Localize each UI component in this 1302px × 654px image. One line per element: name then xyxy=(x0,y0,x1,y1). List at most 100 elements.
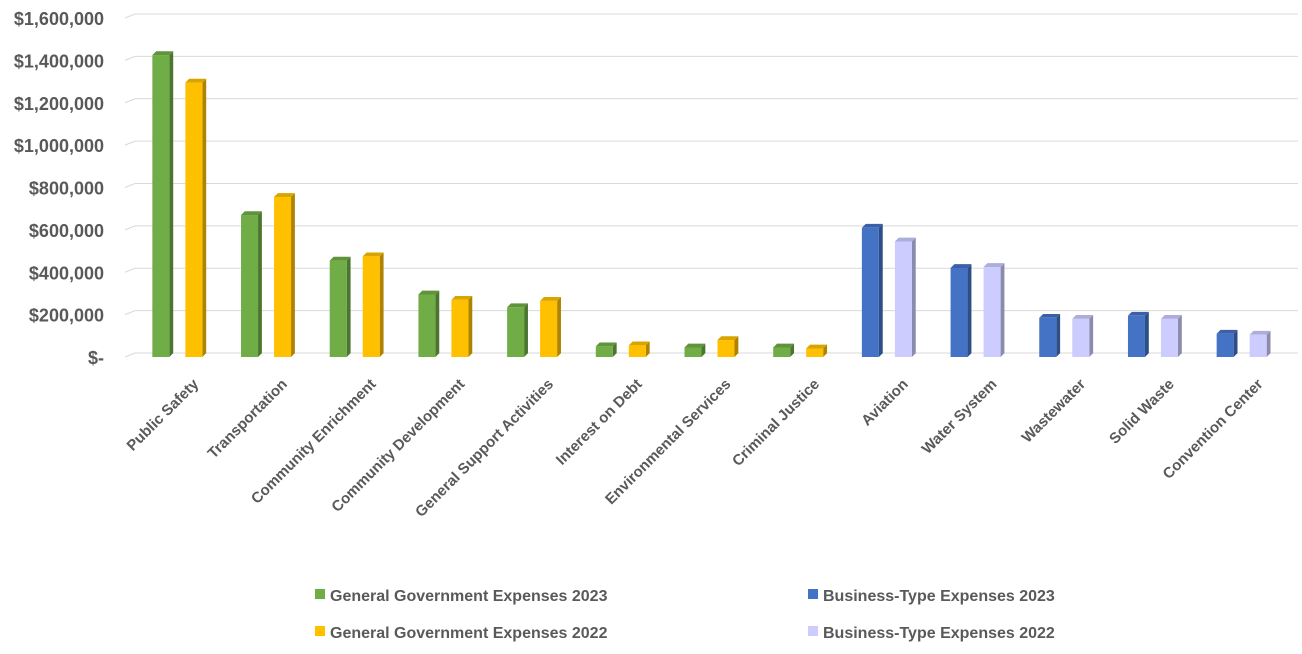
bar-top xyxy=(1216,329,1238,334)
bar-side xyxy=(468,295,473,357)
bar-front xyxy=(950,268,968,357)
bar-front xyxy=(628,345,646,357)
bar xyxy=(894,237,916,357)
bar-side xyxy=(878,223,883,357)
x-tick-label: Public Safety xyxy=(124,375,203,454)
x-tick-label: Water System xyxy=(919,376,1001,458)
bar-top xyxy=(418,290,440,295)
bar-side xyxy=(645,341,650,357)
bar-side xyxy=(169,51,174,358)
bar-side xyxy=(1177,315,1182,357)
bar-front xyxy=(451,299,469,357)
bar-side xyxy=(291,193,295,357)
bar-top xyxy=(595,342,617,347)
bar-side xyxy=(1000,263,1005,357)
legend-label: General Government Expenses 2022 xyxy=(330,625,608,642)
legend-item: Business-Type Expenses 2022 xyxy=(808,625,1055,642)
bar-side xyxy=(379,252,384,357)
bar-front xyxy=(185,82,203,357)
bar-side xyxy=(1056,313,1061,357)
gridline-side xyxy=(124,267,136,273)
bar xyxy=(1072,315,1094,357)
bar-front xyxy=(241,215,259,357)
bar xyxy=(540,297,561,357)
y-tick-label: $400,000 xyxy=(29,263,104,283)
bar-top xyxy=(1249,330,1271,335)
legend-item: Business-Type Expenses 2023 xyxy=(808,588,1055,605)
bar-front xyxy=(1216,333,1234,357)
bar-top xyxy=(152,51,174,56)
bar xyxy=(507,303,528,357)
bar-front xyxy=(861,227,879,357)
bar xyxy=(1249,330,1271,357)
bar-front xyxy=(507,307,525,357)
bar xyxy=(152,51,174,358)
bar-side xyxy=(557,297,561,357)
bar-side xyxy=(967,264,972,357)
bar-top xyxy=(1039,313,1061,318)
gridline-side xyxy=(124,55,136,61)
bar-top xyxy=(540,297,561,301)
bar-front xyxy=(717,340,735,357)
bar-top xyxy=(274,193,295,198)
bar xyxy=(185,78,207,357)
bar-top xyxy=(507,303,528,308)
x-tick-label: Transportation xyxy=(205,376,291,462)
legend-label: General Government Expenses 2023 xyxy=(330,588,608,605)
bar-front xyxy=(806,348,824,357)
x-tick-label: Convention Center xyxy=(1160,376,1267,483)
bar-top xyxy=(451,295,473,300)
bar-front xyxy=(595,346,613,357)
bar xyxy=(950,264,972,357)
bar-top xyxy=(1072,315,1094,319)
bar xyxy=(861,223,883,357)
bar-top xyxy=(806,344,828,349)
y-tick-label: $1,000,000 xyxy=(14,136,104,156)
y-tick-label: $1,400,000 xyxy=(14,51,104,71)
bar-front xyxy=(362,256,380,357)
x-tick-label: Aviation xyxy=(858,376,911,429)
legend-label: Business-Type Expenses 2022 xyxy=(823,625,1055,642)
x-tick-label: Wastewater xyxy=(1019,376,1090,447)
bar-side xyxy=(1233,329,1238,357)
bar-top xyxy=(329,256,351,261)
bar-front xyxy=(329,260,347,357)
bar-front xyxy=(152,55,170,357)
legend-swatch xyxy=(808,589,818,599)
bar-side xyxy=(1266,330,1271,357)
bars xyxy=(152,51,1271,358)
bar-front xyxy=(540,300,558,357)
bar-top xyxy=(950,264,972,269)
bar-front xyxy=(1127,315,1145,357)
x-tick-label: Solid Waste xyxy=(1106,376,1178,448)
y-tick-label: $1,200,000 xyxy=(14,94,104,114)
bar-side xyxy=(346,256,351,357)
y-tick-label: $800,000 xyxy=(29,179,104,199)
bar xyxy=(451,295,473,357)
bar-top xyxy=(628,341,650,346)
bar-side xyxy=(524,303,528,357)
y-tick-label: $200,000 xyxy=(29,306,104,326)
y-tick-label: $- xyxy=(88,348,104,368)
bar-side xyxy=(911,237,916,357)
bar xyxy=(628,341,650,357)
y-tick-label: $1,600,000 xyxy=(14,9,104,29)
bar-side xyxy=(435,290,440,357)
bar-side xyxy=(790,343,795,357)
gridline-side xyxy=(124,98,136,104)
bar xyxy=(1127,311,1149,357)
bar xyxy=(773,343,795,357)
bar-top xyxy=(1127,311,1149,316)
bar-front xyxy=(1160,318,1178,357)
bar-side xyxy=(202,78,207,357)
bar-front xyxy=(1249,334,1267,357)
legend-swatch xyxy=(315,626,325,636)
bar-top xyxy=(241,211,262,216)
gridline-side xyxy=(124,310,136,316)
gridlines xyxy=(124,13,1298,358)
bar-top xyxy=(861,223,883,228)
bar-top xyxy=(983,263,1005,267)
bar xyxy=(329,256,351,357)
bar-top xyxy=(684,343,706,348)
